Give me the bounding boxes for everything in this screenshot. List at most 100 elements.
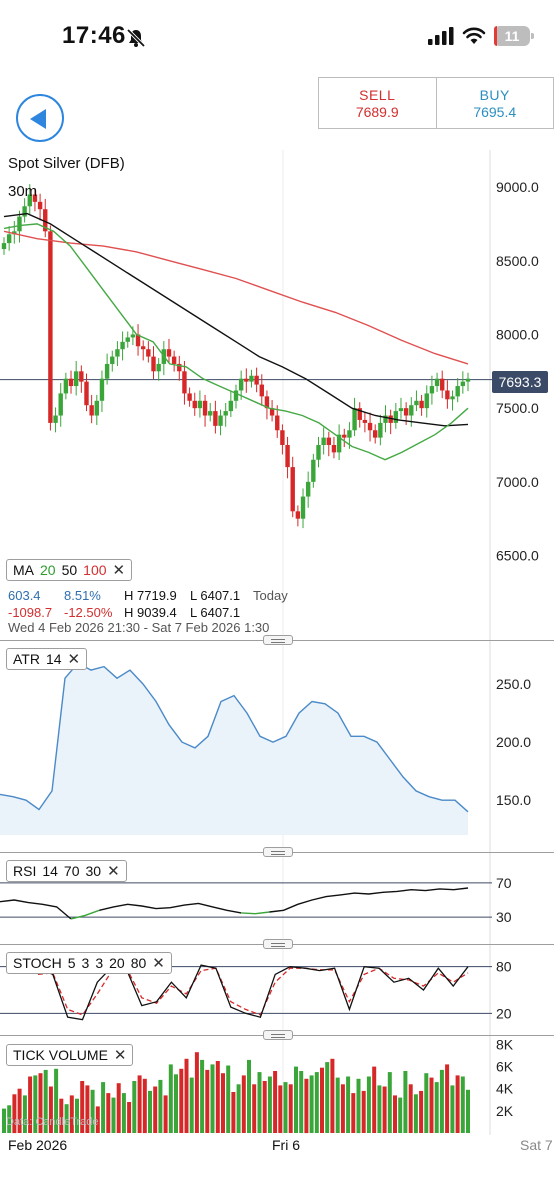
volume-bar xyxy=(75,1098,79,1133)
volume-bar xyxy=(346,1076,351,1133)
volume-bar xyxy=(309,1075,314,1133)
candle xyxy=(336,434,342,453)
volume-bar xyxy=(278,1085,283,1133)
candle xyxy=(94,400,99,416)
atr-legend[interactable]: ATR 14 ✕ xyxy=(6,648,88,670)
candle xyxy=(249,375,254,382)
volume-bar xyxy=(455,1075,460,1133)
candle xyxy=(409,405,414,416)
candle xyxy=(264,396,270,409)
candle xyxy=(43,209,48,232)
candle xyxy=(450,396,455,400)
candle xyxy=(414,400,419,406)
candle xyxy=(99,378,105,401)
back-button[interactable] xyxy=(16,94,64,142)
candle xyxy=(79,371,84,382)
candle xyxy=(125,337,130,342)
volume-bar xyxy=(205,1069,210,1133)
status-time: 17:46 xyxy=(62,22,126,49)
sell-button[interactable]: SELL 7689.9 xyxy=(319,78,437,128)
volume-bar xyxy=(252,1084,257,1133)
candle xyxy=(378,422,383,438)
rsi-panel xyxy=(0,882,492,920)
resize-handle[interactable] xyxy=(263,1030,293,1040)
candle xyxy=(63,378,69,394)
ma-legend[interactable]: MA 20 50 100 ✕ xyxy=(6,559,133,581)
high-today: H 7719.9 xyxy=(124,588,177,603)
candle xyxy=(146,349,151,357)
rsi-line xyxy=(99,902,242,914)
volume-bar xyxy=(116,1083,121,1133)
volume-bar xyxy=(184,1058,189,1133)
back-arrow-icon xyxy=(30,109,46,129)
volume-bar xyxy=(95,1106,100,1133)
candle xyxy=(233,390,239,401)
volume-bar xyxy=(221,1073,225,1133)
close-volume-icon[interactable]: ✕ xyxy=(113,1047,127,1064)
resize-handle[interactable] xyxy=(263,939,293,949)
candle xyxy=(440,378,445,391)
candle xyxy=(68,378,74,387)
volume-bar xyxy=(194,1052,199,1133)
candle xyxy=(218,415,223,426)
close-ma-icon[interactable]: ✕ xyxy=(112,562,126,579)
volume-bar xyxy=(101,1082,106,1133)
volume-bar xyxy=(43,1069,48,1133)
rsi-tick-label: 30 xyxy=(496,909,512,925)
buy-button[interactable]: BUY 7695.4 xyxy=(437,78,554,128)
close-stoch-icon[interactable]: ✕ xyxy=(152,955,165,972)
volume-legend[interactable]: TICK VOLUME ✕ xyxy=(6,1044,134,1066)
candle xyxy=(135,334,141,347)
candle xyxy=(6,234,12,244)
volume-bar xyxy=(231,1092,236,1133)
candle xyxy=(89,405,94,416)
range-change-percent: -12.50% xyxy=(64,605,113,620)
volume-bar xyxy=(2,1108,6,1133)
volume-bar xyxy=(59,1098,64,1133)
ma-20-line xyxy=(3,223,469,461)
close-atr-icon[interactable]: ✕ xyxy=(67,651,81,668)
stoch-d-line xyxy=(37,967,469,1016)
rsi-line xyxy=(241,911,270,915)
rsi-lower: 30 xyxy=(85,863,102,879)
volume-panel xyxy=(2,1052,470,1134)
battery-icon: 11 xyxy=(494,26,534,46)
candle xyxy=(202,400,208,416)
candle xyxy=(238,378,244,391)
candle xyxy=(192,400,197,409)
candle xyxy=(27,194,32,207)
volume-bar xyxy=(424,1073,429,1133)
resize-handle[interactable] xyxy=(263,635,293,645)
current-price-tag: 7693.3 xyxy=(492,371,548,393)
volume-bar xyxy=(413,1094,418,1134)
atr-period: 14 xyxy=(45,651,62,667)
volume-bar xyxy=(429,1077,434,1133)
candle xyxy=(208,411,213,416)
price-panel xyxy=(0,184,492,529)
timeframe-label[interactable]: 30m xyxy=(8,183,38,200)
volume-bar xyxy=(111,1097,116,1133)
candle xyxy=(151,356,156,372)
volume-bar xyxy=(320,1067,324,1133)
candle xyxy=(398,408,404,412)
candle xyxy=(465,378,471,382)
stoch-legend[interactable]: STOCH 5 3 3 20 80 ✕ xyxy=(6,952,172,974)
volume-bar xyxy=(236,1084,241,1133)
volume-bar xyxy=(28,1076,33,1133)
volume-bar xyxy=(168,1064,173,1133)
date-range: Wed 4 Feb 2026 21:30 - Sat 7 Feb 2026 1:… xyxy=(8,620,270,635)
volume-bar xyxy=(22,1095,27,1133)
volume-bar xyxy=(351,1093,356,1133)
volume-bar xyxy=(142,1078,147,1134)
candle xyxy=(393,411,399,423)
rsi-legend[interactable]: RSI 14 70 30 ✕ xyxy=(6,860,127,882)
stoch-k: 5 xyxy=(67,955,76,971)
low-range: L 6407.1 xyxy=(190,605,241,620)
volume-bar xyxy=(304,1078,309,1134)
volume-bar xyxy=(241,1075,246,1133)
volume-label: TICK VOLUME xyxy=(13,1047,108,1063)
close-rsi-icon[interactable]: ✕ xyxy=(107,863,120,880)
ma-50-line xyxy=(3,212,469,427)
candle xyxy=(383,415,388,423)
resize-handle[interactable] xyxy=(263,847,293,857)
